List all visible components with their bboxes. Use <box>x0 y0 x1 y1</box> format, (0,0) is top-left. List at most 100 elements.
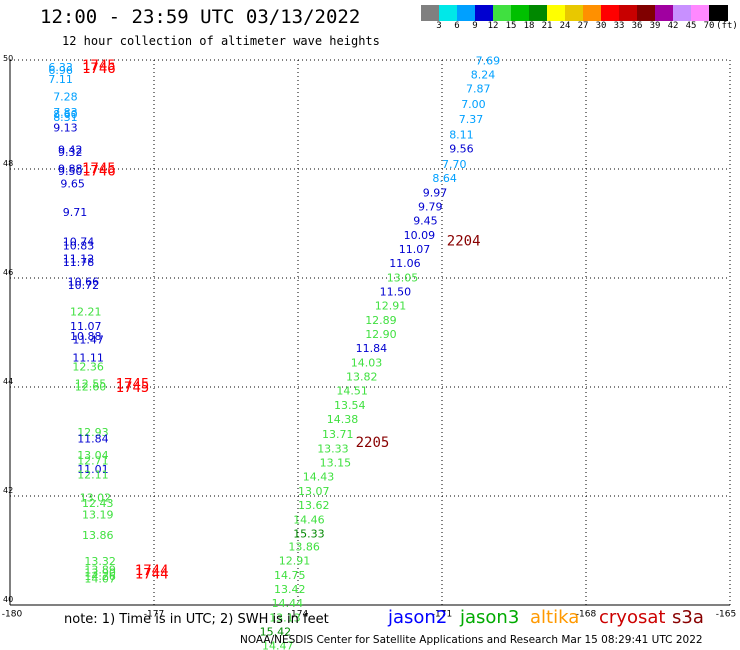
jason3-wave-height: 9.45 <box>413 215 438 228</box>
jason2-wave-height: 13.19 <box>82 508 114 521</box>
chart-subtitle: 12 hour collection of altimeter wave hei… <box>62 34 380 48</box>
legend-label: 33 <box>613 21 625 31</box>
jason3-wave-height: 14.03 <box>351 356 383 369</box>
jason2-wave-height: 12.36 <box>72 361 104 374</box>
pass-time-label: 1745 <box>82 161 116 177</box>
y-tick-label: 46 <box>3 268 13 277</box>
jason2-wave-height: 9.50 <box>58 165 83 178</box>
jason2-wave-height: 13.32 <box>84 555 116 568</box>
legend-label: 12 <box>487 21 499 31</box>
jason2-wave-height: 14.26 <box>84 570 116 583</box>
satellite-cryosat: cryosat <box>599 607 666 628</box>
color-legend-labels: 3 6 9 12 15 18 21 24 27 30 33 36 39 42 45 70 (ft) <box>421 21 738 33</box>
legend-label: 6 <box>454 21 460 31</box>
jason3-wave-height: 7.69 <box>476 54 501 67</box>
jason2-wave-height: 11.01 <box>77 463 109 476</box>
jason2-wave-height: 11.12 <box>63 253 95 266</box>
jason2-wave-height: 13.02 <box>80 491 112 504</box>
legend-label: (ft) <box>716 21 738 31</box>
chart-title: 12:00 - 23:59 UTC 03/13/2022 <box>40 6 361 28</box>
jason3-wave-height: 14.38 <box>327 413 359 426</box>
jason3-wave-height: 11.84 <box>356 342 388 355</box>
jason2-wave-height: 12.60 <box>75 380 107 393</box>
y-tick-label: 48 <box>3 159 13 168</box>
jason2-wave-height: 9.88 <box>58 162 83 175</box>
legend-swatch <box>601 5 620 21</box>
x-tick-label: -165 <box>716 610 736 620</box>
jason3-wave-height: 7.70 <box>442 158 467 171</box>
jason2-wave-height: 9.65 <box>60 178 85 191</box>
x-tick-label: -177 <box>144 610 164 620</box>
jason2-wave-height: 9.13 <box>53 121 77 134</box>
pass-time-label: 1744 <box>135 566 169 582</box>
color-legend-bar <box>421 5 728 21</box>
jason2-wave-height: 10.72 <box>68 279 100 292</box>
jason3-wave-height: 13.05 <box>387 271 419 284</box>
jason3-wave-height: 12.89 <box>365 314 397 327</box>
jason2-wave-height: 7.28 <box>53 90 77 103</box>
jason3-wave-height: 14.51 <box>336 385 368 398</box>
jason2-wave-height: 6.96 <box>48 64 73 77</box>
jason3-wave-height: 11.06 <box>389 257 421 270</box>
x-tick-label: -171 <box>432 610 452 620</box>
legend-label: 24 <box>559 21 571 31</box>
jason2-wave-height: 6.33 <box>48 61 73 74</box>
jason2-wave-height: 11.47 <box>72 333 104 346</box>
jason3-wave-height: 7.37 <box>459 113 484 126</box>
jason3-wave-height: 13.62 <box>298 499 330 512</box>
jason3-wave-height: 13.42 <box>274 583 306 596</box>
legend-swatch <box>583 5 602 21</box>
jason2-wave-height: 11.78 <box>63 256 95 269</box>
jason3-wave-height: 14.47 <box>262 640 294 650</box>
jason2-wave-height: 8.31 <box>53 111 77 124</box>
y-tick-label: 40 <box>3 595 13 604</box>
jason2-wave-height: 9.42 <box>58 144 83 157</box>
jason3-wave-height: 8.24 <box>471 69 496 82</box>
jason3-wave-height: 13.15 <box>320 457 352 470</box>
jason3-wave-height: 11.50 <box>380 285 412 298</box>
legend-swatch <box>709 5 728 21</box>
y-tick-label: 44 <box>3 377 13 386</box>
legend-label: 9 <box>472 21 478 31</box>
legend-swatch <box>457 5 476 21</box>
jason2-wave-height: 10.74 <box>63 235 95 248</box>
jason2-wave-height: 12.93 <box>77 426 109 439</box>
jason2-wave-height: 10.83 <box>63 240 95 253</box>
jason3-wave-height: 14.44 <box>272 597 304 610</box>
jason3-wave-height: 8.11 <box>449 128 474 141</box>
legend-swatch <box>691 5 710 21</box>
jason3-wave-height: 11.07 <box>399 243 431 256</box>
legend-label: 3 <box>436 21 442 31</box>
legend-swatch <box>529 5 548 21</box>
legend-swatch <box>655 5 674 21</box>
jason3-wave-height: 9.79 <box>418 200 443 213</box>
legend-swatch <box>673 5 692 21</box>
jason3-wave-height: 13.54 <box>334 399 366 412</box>
jason2-wave-height: 13.90 <box>84 567 116 580</box>
jason2-wave-height: 11.11 <box>72 351 104 364</box>
pass-time-label: 1746 <box>82 164 116 180</box>
legend-swatch <box>439 5 458 21</box>
jason2-wave-height: 12.71 <box>77 454 109 467</box>
jason3-wave-height: 13.82 <box>346 370 378 383</box>
jason2-wave-height: 11.84 <box>77 433 109 446</box>
legend-swatch <box>421 5 440 21</box>
jason3-wave-height: 10.09 <box>404 229 436 242</box>
x-tick-label: -174 <box>288 610 309 620</box>
jason3-wave-height: 15.33 <box>293 527 325 540</box>
jason2-wave-height: 12.43 <box>82 497 114 510</box>
pass-time-label: 1744 <box>135 563 169 579</box>
jason3-wave-height: 14.75 <box>274 569 306 582</box>
jason3-wave-height: 12.91 <box>375 300 407 313</box>
legend-label: 70 <box>703 21 715 31</box>
y-tick-label: 42 <box>3 486 13 495</box>
legend-swatch <box>547 5 566 21</box>
pass-time-label: 2204 <box>447 233 481 249</box>
legend-label: 18 <box>523 21 535 31</box>
x-tick-label: -180 <box>2 610 23 620</box>
legend-swatch <box>475 5 494 21</box>
jason2-wave-height: 10.66 <box>68 276 100 289</box>
legend-swatch <box>565 5 584 21</box>
jason2-wave-height: 7.83 <box>53 106 77 119</box>
